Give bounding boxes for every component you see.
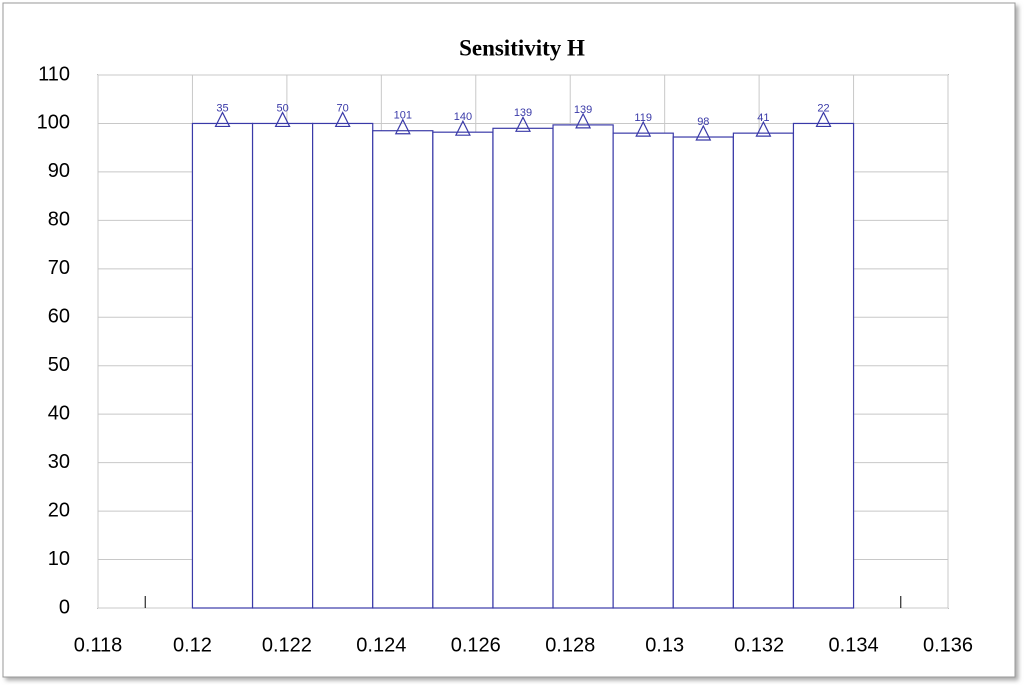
x-tick-label: 0.122: [262, 634, 312, 656]
y-tick-label: 40: [48, 402, 70, 424]
y-tick-label: 110: [38, 63, 70, 85]
x-tick-label: 0.126: [451, 634, 501, 656]
x-tick-label: 0.118: [74, 634, 123, 656]
count-label: 119: [634, 112, 652, 124]
y-tick-label: 0: [59, 596, 70, 618]
x-tick-label: 0.12: [173, 634, 212, 656]
y-tick-label: 90: [48, 160, 70, 182]
marker: [695, 124, 712, 141]
x-tick-label: 0.132: [734, 634, 784, 656]
x-tick-label: 0.134: [829, 634, 879, 656]
bar: [251, 122, 314, 609]
bar: [612, 132, 674, 609]
count-label: 98: [697, 116, 709, 128]
y-tick-label: 80: [48, 209, 70, 231]
marker: [815, 111, 832, 128]
marker: [454, 119, 471, 136]
y-tick-label: 50: [48, 354, 70, 376]
bar: [492, 127, 554, 609]
bar: [792, 122, 855, 609]
bar: [552, 124, 614, 609]
chart-title: Sensitivity H: [459, 35, 585, 60]
bar: [312, 122, 374, 609]
x-tick-label: 0.124: [356, 634, 406, 656]
bar: [372, 130, 434, 609]
marker: [274, 111, 291, 128]
count-label: 140: [454, 111, 472, 123]
marker: [515, 115, 531, 132]
count-label: 35: [216, 102, 228, 114]
x-tick-label: 0.13: [645, 634, 684, 656]
marker: [635, 120, 652, 137]
count-label: 139: [514, 107, 532, 119]
y-tick-label: 20: [48, 499, 70, 521]
y-tick-label: 30: [48, 451, 70, 473]
count-label: 50: [276, 102, 288, 114]
count-label: 101: [394, 110, 412, 122]
bar: [432, 131, 494, 609]
marker: [575, 112, 592, 129]
count-label: 41: [757, 112, 769, 124]
bar: [672, 136, 734, 609]
y-tick-label: 100: [37, 112, 70, 134]
y-tick-label: 10: [48, 548, 70, 570]
bar: [732, 132, 795, 609]
marker: [214, 111, 231, 128]
bar: [191, 122, 254, 609]
marker: [755, 120, 772, 137]
x-tick-label: 0.136: [923, 634, 973, 656]
marker: [394, 118, 411, 135]
x-tick-label: 0.128: [545, 634, 595, 656]
y-tick-label: 70: [48, 257, 70, 279]
count-label: 22: [817, 102, 829, 114]
y-tick-label: 60: [48, 306, 70, 328]
count-label: 139: [574, 104, 592, 116]
count-label: 70: [337, 102, 349, 114]
marker: [334, 111, 351, 128]
